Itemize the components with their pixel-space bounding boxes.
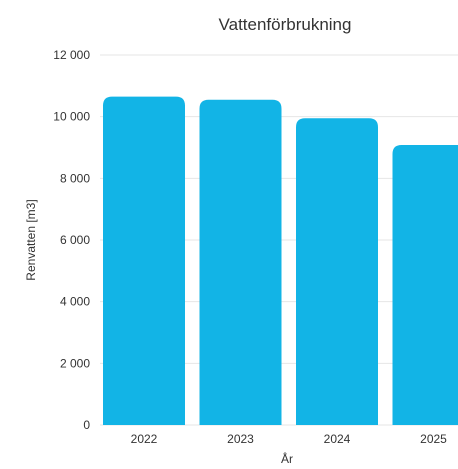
x-axis-label: År xyxy=(281,451,293,466)
x-tick-label: 2024 xyxy=(324,432,351,446)
y-tick-label: 6 000 xyxy=(60,233,90,247)
x-tick-label: 2022 xyxy=(131,432,158,446)
y-axis-label: Renvatten [m3] xyxy=(24,199,38,280)
bar-2023 xyxy=(199,99,282,425)
x-tick-label: 2023 xyxy=(227,432,254,446)
y-tick-label: 12 000 xyxy=(53,48,90,62)
y-tick-label: 10 000 xyxy=(53,110,90,124)
x-axis-ticks: 2022 2023 2024 2025 xyxy=(131,432,448,446)
x-tick-label: 2025 xyxy=(420,432,447,446)
bar-2025 xyxy=(392,145,458,425)
y-tick-label: 8 000 xyxy=(60,171,90,185)
bars xyxy=(103,96,458,425)
y-tick-label: 4 000 xyxy=(60,295,90,309)
bar-2022 xyxy=(103,96,185,425)
bar-2024 xyxy=(296,118,378,425)
chart-title: Vattenförbrukning xyxy=(219,15,352,34)
y-tick-label: 0 xyxy=(83,418,90,432)
y-axis-ticks: 0 2 000 4 000 6 000 8 000 10 000 12 000 xyxy=(53,48,90,432)
y-tick-label: 2 000 xyxy=(60,356,90,370)
